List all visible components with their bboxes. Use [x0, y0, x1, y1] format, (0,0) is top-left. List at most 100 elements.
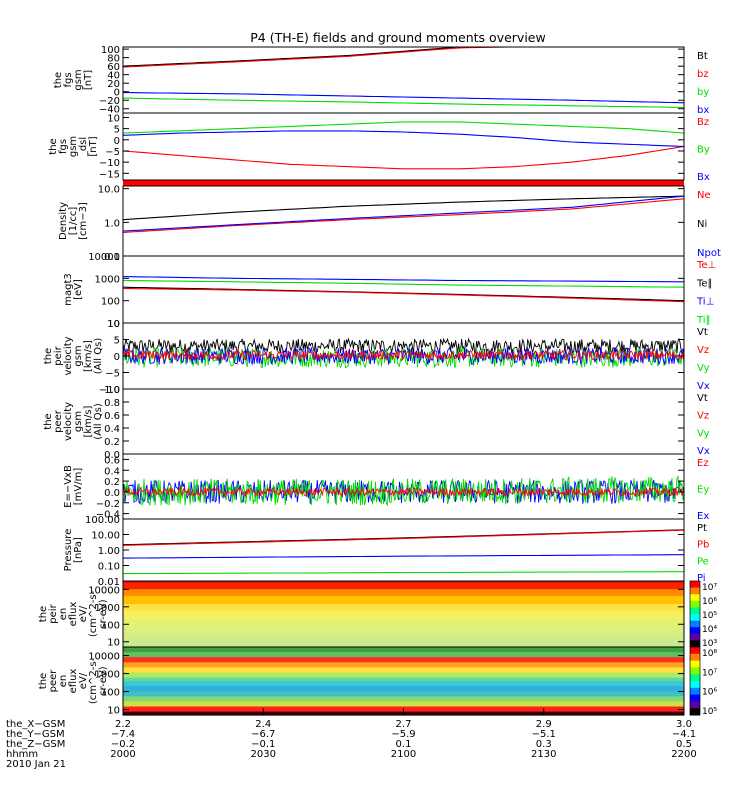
colorbar-tick-label: 10⁵ — [702, 611, 717, 621]
legend-entry: Te∥ — [696, 278, 713, 289]
y-tick-label: −5 — [105, 369, 120, 380]
y-tick-label: −10 — [99, 158, 120, 169]
x-tick-label: 0.1 — [396, 739, 412, 750]
series-line-Te⊥ — [122, 287, 685, 303]
colorbar-segment — [690, 701, 700, 709]
y-tick-label: 0.2 — [104, 437, 120, 448]
y-axis-label-line: the — [48, 138, 59, 154]
colorbar-tick-label: 10⁷ — [702, 583, 717, 593]
spectrogram-band — [123, 689, 684, 692]
x-tick-label: 2.9 — [536, 719, 552, 730]
y-tick-label: 0.01 — [98, 577, 120, 588]
y-tick-label: 0.8 — [104, 398, 120, 409]
colorbar-segment — [690, 708, 700, 716]
colorbar-segment — [690, 587, 700, 595]
panel-frame — [122, 112, 685, 181]
y-tick-label: 10 — [107, 113, 120, 124]
spectrogram-band — [123, 620, 684, 623]
y-axis-label-line: velocity — [63, 402, 74, 441]
x-tick-label: −6.7 — [251, 729, 275, 740]
spectrogram-band — [123, 681, 684, 684]
legend-entry: Vt — [697, 327, 708, 338]
spectrogram-band — [123, 589, 684, 592]
spectrogram-band — [123, 595, 684, 599]
spectrogram-band — [123, 618, 684, 622]
colorbar-frame — [689, 646, 701, 716]
y-axis-label-line: gsm — [73, 411, 84, 432]
spectrogram-band — [123, 584, 684, 587]
y-axis-label: the fgs gsm [nT] — [53, 69, 94, 90]
y-tick-label: 60 — [107, 62, 120, 73]
spectrogram-band — [123, 582, 684, 585]
y-axis-label-line: magt3 — [63, 273, 74, 306]
red-strip-panel — [123, 180, 684, 186]
y-axis-label: Pressure [nPa] — [63, 529, 84, 572]
spectrogram-band — [123, 674, 684, 677]
x-tick-label: 2000 — [110, 749, 135, 760]
y-axis-label-line: [nT] — [88, 136, 99, 156]
spectrogram-body — [123, 581, 684, 648]
y-axis-label-line: peir — [48, 603, 59, 623]
spectrogram-band — [123, 609, 684, 612]
y-axis-label-line: eflux — [68, 602, 79, 627]
spectrogram-band — [123, 664, 684, 667]
spectrogram-band — [123, 605, 684, 608]
y-axis-label-line: gsm — [73, 69, 84, 90]
spectrogram-band — [123, 682, 684, 685]
x-tick-label: 2030 — [251, 749, 276, 760]
spectrogram-band — [123, 655, 684, 658]
spectrogram-band — [123, 625, 684, 628]
legend-entry: Ez — [697, 458, 709, 469]
spectrogram-band — [123, 585, 684, 589]
legend-entry: Ti⊥ — [696, 297, 714, 308]
colorbar: 10⁷ 10⁶ 10⁵ 10⁴ 10³ — [689, 580, 717, 649]
series-line-Ti⊥ — [122, 276, 684, 283]
colorbar-tick-label: 10⁴ — [702, 625, 717, 635]
y-axis-label-line: (All Qs) — [93, 403, 104, 440]
y-tick-label: 80 — [107, 54, 120, 65]
y-tick-label: 10.00 — [91, 531, 120, 542]
y-axis-label-line: en — [58, 675, 69, 688]
spectrogram-band — [123, 642, 684, 645]
y-axis-label: Density [1/cc] [cm−3] — [58, 202, 89, 240]
y-tick-label: 100 — [101, 620, 120, 631]
colorbar-segment — [690, 660, 700, 668]
spectrogram-band — [123, 650, 684, 653]
x-tick-label: 2.2 — [115, 719, 131, 730]
y-axis-label-line: sr-eV) — [98, 666, 109, 695]
colorbar-segment — [690, 614, 700, 622]
spectrogram-band — [123, 615, 684, 618]
y-axis-label-line: [cm−3] — [78, 202, 89, 240]
y-axis-label-line: velocity — [63, 336, 74, 375]
panel-8: 100.00 10.00 1.00 0.10 0.01 Pressure [nPa] Pt Pb… — [63, 515, 709, 588]
series-line-Npot — [122, 195, 685, 232]
y-tick-label: 20 — [107, 79, 120, 90]
y-tick-label: 0.4 — [104, 424, 120, 435]
series-line-By — [122, 121, 685, 134]
y-tick-label: 1000 — [95, 670, 120, 681]
y-tick-label: 10.0 — [98, 185, 120, 196]
spectrogram-band — [123, 632, 684, 635]
spectrogram-band — [123, 604, 684, 607]
spectrogram-band — [123, 643, 684, 646]
legend-entry: Te⊥ — [696, 260, 716, 271]
spectrogram-band — [123, 658, 684, 662]
spectrogram-band — [123, 662, 684, 665]
colorbar-segment — [690, 667, 700, 675]
legend-entry: Bz — [697, 117, 709, 128]
legend-entry: by — [697, 87, 709, 98]
y-tick-label: −10 — [99, 385, 120, 396]
y-tick-label: 5 — [114, 125, 120, 136]
spectrogram-band — [123, 607, 684, 610]
spectrogram-band — [123, 672, 684, 675]
legend-entry: Vx — [697, 446, 710, 457]
x-tick-label: −5.1 — [532, 729, 556, 740]
series-line-Bz — [122, 145, 685, 170]
y-tick-label: 10 — [107, 319, 120, 330]
y-axis-label-line: [km/s] — [83, 405, 94, 437]
series-line-Vz — [122, 348, 685, 361]
y-axis-label: the peir velocity gsm [km/s] (All Qs) — [43, 336, 104, 375]
spectrogram-band — [123, 628, 684, 632]
y-tick-label: 0 — [114, 88, 120, 99]
